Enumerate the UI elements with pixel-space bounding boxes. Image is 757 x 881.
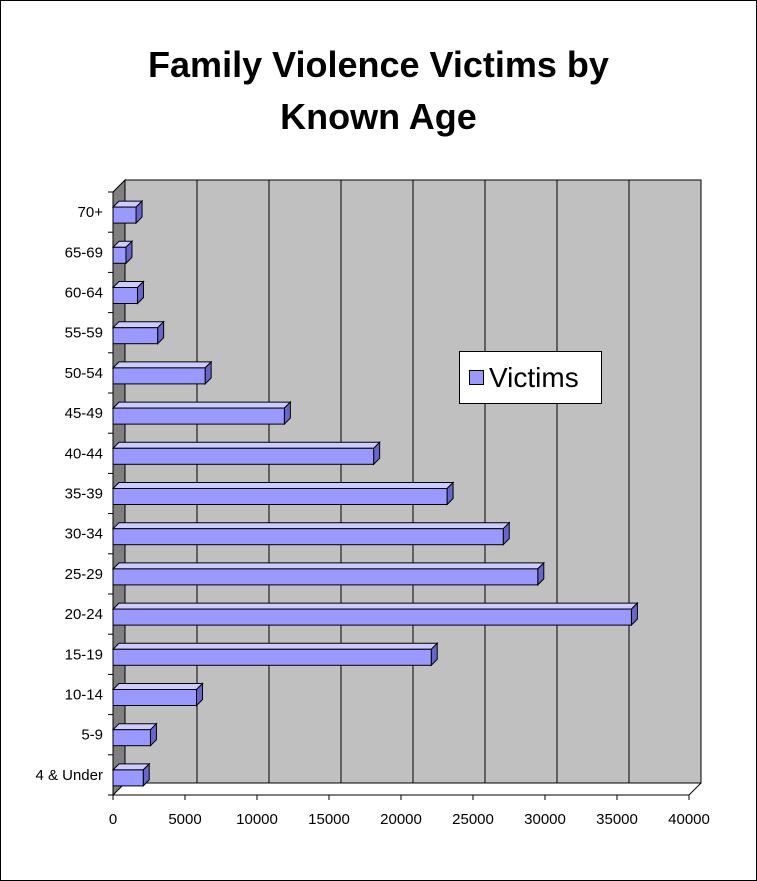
bar-25-29 — [112, 568, 539, 586]
bar-55-59-top — [111, 321, 165, 329]
x-tick-label-4: 20000 — [380, 811, 422, 828]
chart-title-line-2: Known Age — [280, 96, 477, 137]
y-tick-label-4: 20-24 — [65, 606, 103, 623]
y-tick-label-12: 60-64 — [65, 285, 103, 302]
bar-40-44-top — [111, 441, 381, 449]
x-axis-depth-line — [688, 782, 702, 796]
bar-60-64 — [112, 287, 138, 304]
chart-title-line-1: Family Violence Victims by — [148, 44, 609, 85]
bar-30-34 — [112, 528, 504, 546]
bar-5-9 — [112, 729, 151, 747]
y-tick-label-0: 4 & Under — [35, 767, 103, 784]
bar-35-39-top — [111, 482, 455, 489]
x-tick-label-5: 25000 — [452, 811, 494, 828]
bar-70- — [112, 206, 137, 224]
x-tick-label-6: 30000 — [524, 811, 566, 828]
y-tick-label-7: 35-39 — [65, 486, 103, 503]
y-tick-label-14: 70+ — [78, 204, 104, 221]
x-tick-label-2: 10000 — [236, 811, 278, 828]
y-tick-label-11: 55-59 — [65, 325, 103, 342]
bar-35-39 — [112, 488, 448, 505]
bar-45-49 — [112, 407, 285, 425]
bar-10-14-top — [111, 683, 204, 690]
bar-50-54-top — [111, 361, 213, 369]
y-tick-label-1: 5-9 — [81, 727, 103, 744]
x-tick-label-8: 40000 — [668, 811, 710, 828]
legend-label-victims: Victims — [489, 361, 579, 393]
bar-15-19 — [112, 648, 432, 666]
x-tick-label-0: 0 — [109, 811, 117, 828]
legend-swatch-victims — [469, 370, 484, 385]
bar-5-9-top — [111, 723, 158, 731]
bar-30-34-top — [111, 522, 511, 530]
y-tick-label-10: 50-54 — [65, 365, 103, 382]
bar-25-29-top — [111, 562, 546, 570]
x-tick-label-3: 15000 — [308, 811, 350, 828]
bar-55-59 — [112, 327, 159, 345]
y-tick-label-6: 30-34 — [65, 526, 103, 543]
bar-50-54 — [112, 367, 206, 385]
y-tick-label-9: 45-49 — [65, 405, 103, 422]
y-tick-label-2: 10-14 — [65, 687, 103, 704]
bar-45-49-top — [111, 401, 292, 409]
y-tick-label-3: 15-19 — [65, 646, 103, 663]
chart-legend: Victims — [459, 351, 602, 404]
x-tick-label-1: 5000 — [168, 811, 201, 828]
bar-20-24-top — [111, 602, 639, 610]
bar-15-19-top — [111, 642, 439, 650]
x-tick-label-7: 35000 — [596, 811, 638, 828]
bar-4-under — [112, 769, 144, 787]
y-tick-label-13: 65-69 — [65, 244, 103, 261]
y-tick-label-8: 40-44 — [65, 445, 103, 462]
bar-10-14 — [112, 689, 198, 706]
bar-65-69 — [112, 246, 127, 264]
y-tick-label-5: 25-29 — [65, 566, 103, 583]
bar-40-44 — [112, 447, 375, 465]
bar-20-24 — [112, 608, 632, 626]
